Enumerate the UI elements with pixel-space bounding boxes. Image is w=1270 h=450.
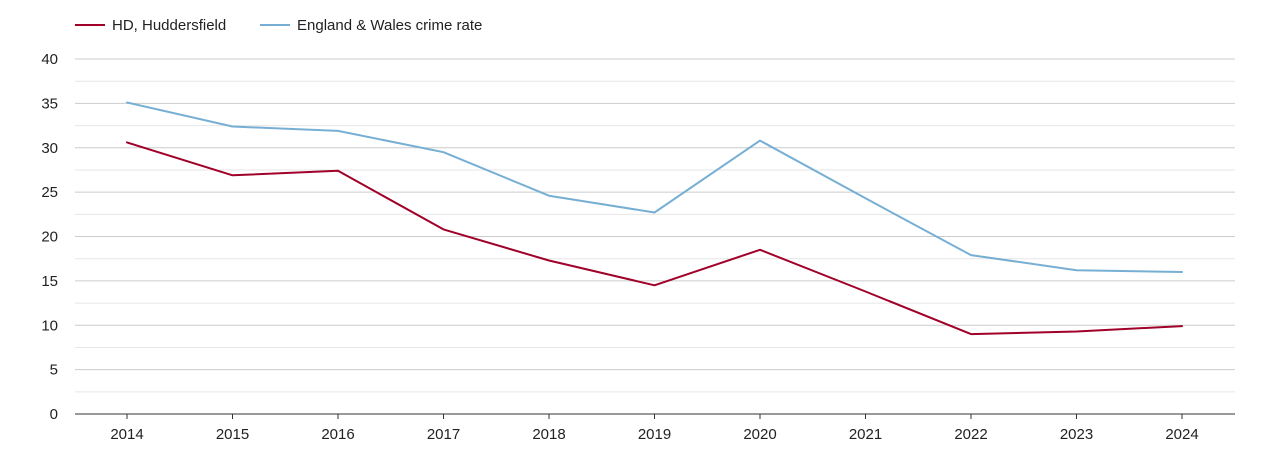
x-tick-label: 2014 <box>110 426 143 443</box>
x-tick-label: 2021 <box>849 426 882 443</box>
y-tick-label: 20 <box>41 229 58 246</box>
y-tick-label: 30 <box>41 140 58 157</box>
x-tick-label: 2016 <box>321 426 354 443</box>
x-axis: 2014 2015 2016 2017 2018 2019 2020 2021 2022 2023… <box>75 413 1235 443</box>
y-tick-label: 35 <box>41 95 58 112</box>
y-axis-ticks: 0 5 10 15 20 25 30 35 40 <box>41 51 58 423</box>
gridlines <box>75 58 1235 393</box>
x-tick-label: 2020 <box>743 426 776 443</box>
y-tick-label: 25 <box>41 184 58 201</box>
series-lines <box>126 101 1183 336</box>
legend-label: England & Wales crime rate <box>297 17 482 34</box>
series-line-hd-huddersfield <box>126 141 1183 336</box>
x-tick-label: 2017 <box>427 426 460 443</box>
x-tick-label: 2018 <box>532 426 565 443</box>
y-tick-label: 10 <box>41 317 58 334</box>
chart-legend: HD, Huddersfield England & Wales crime ra… <box>75 17 482 34</box>
x-tick-label: 2024 <box>1165 426 1198 443</box>
legend-item: England & Wales crime rate <box>260 17 482 34</box>
series-line-england-wales-crime-rate <box>126 101 1183 273</box>
y-tick-label: 5 <box>50 362 58 379</box>
x-tick-label: 2019 <box>638 426 671 443</box>
y-tick-label: 0 <box>50 406 58 423</box>
y-tick-label: 40 <box>41 51 58 68</box>
legend-label: HD, Huddersfield <box>112 17 226 34</box>
x-tick-label: 2022 <box>954 426 987 443</box>
legend-item: HD, Huddersfield <box>75 17 226 34</box>
x-tick-label: 2015 <box>216 426 249 443</box>
x-tick-label: 2023 <box>1060 426 1093 443</box>
y-tick-label: 15 <box>41 273 58 290</box>
